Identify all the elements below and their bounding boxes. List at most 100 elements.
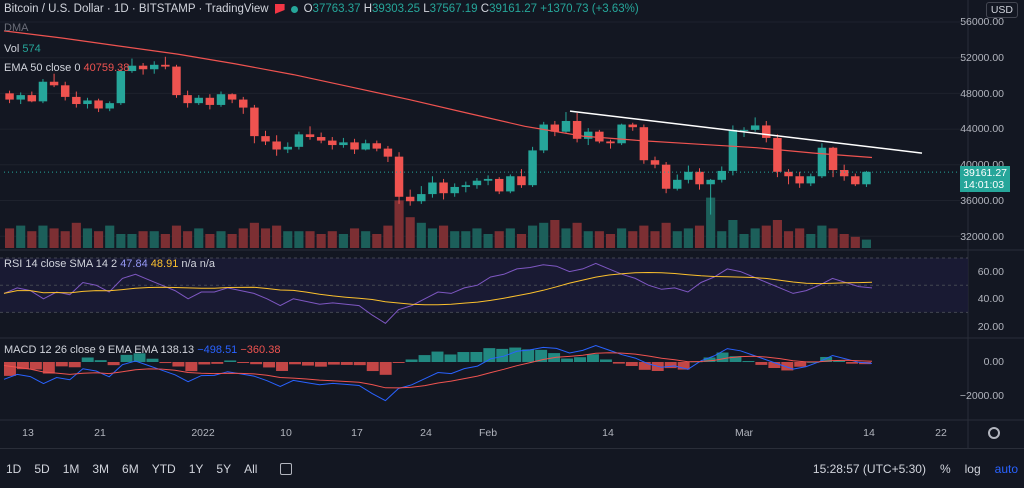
volume-bar (149, 231, 159, 248)
volume-bar (94, 231, 104, 248)
macd-histogram-bar (833, 360, 846, 362)
candle-body (483, 178, 493, 181)
candle-body (394, 156, 404, 197)
time-tick: 22 (935, 427, 947, 439)
volume-bar (82, 228, 93, 248)
candle-body (150, 64, 159, 70)
candle-body (194, 97, 203, 104)
volume-bar (783, 231, 794, 248)
volume-bar (171, 225, 182, 248)
percent-toggle[interactable]: % (939, 461, 951, 476)
macd-histogram-bar (574, 357, 586, 362)
range-all[interactable]: All (244, 461, 258, 476)
range-1m[interactable]: 1M (62, 461, 80, 476)
flag-icon[interactable] (274, 4, 285, 14)
macd-histogram-bar (509, 347, 522, 362)
chart-canvas[interactable] (0, 0, 1024, 448)
candle-body (739, 129, 749, 131)
ema-legend[interactable]: EMA 50 close 0 40759.38 (4, 62, 130, 74)
candle-body (639, 127, 649, 161)
macd-histogram-bar (107, 362, 120, 366)
candle-body (828, 147, 838, 171)
volume-bar (194, 228, 204, 248)
auto-toggle[interactable]: auto (994, 461, 1018, 476)
macd-signal-line (3, 352, 873, 389)
volume-bar (739, 234, 749, 248)
currency-selector[interactable]: USD (985, 2, 1018, 18)
candle-body (851, 176, 860, 185)
log-toggle[interactable]: log (964, 461, 981, 476)
macd-histogram-bar (716, 352, 729, 362)
candle-body (405, 196, 415, 202)
rsi-legend[interactable]: RSI 14 close SMA 14 2 47.84 48.91 n/a n/… (4, 258, 216, 270)
candle-body (450, 186, 459, 194)
volume-bar (850, 236, 860, 248)
clock-time[interactable]: 15:28:57 (UTC+5:30) (812, 461, 926, 476)
candle-body (517, 176, 526, 186)
range-1y[interactable]: 1Y (188, 461, 204, 476)
macd-histogram-bar (16, 362, 29, 370)
candle-body (717, 170, 726, 180)
settings-gear-icon[interactable] (988, 427, 1000, 439)
macd-histogram-bar (55, 362, 68, 367)
volume-bar (416, 222, 426, 248)
volume-bar (461, 231, 471, 248)
macd-histogram-bar (444, 354, 457, 362)
volume-bar (528, 225, 538, 248)
volume-bar (260, 228, 271, 248)
macd-histogram-bar (250, 362, 263, 365)
volume-legend[interactable]: Vol 574 (4, 43, 41, 55)
symbol-title[interactable]: Bitcoin / U.S. Dollar · 1D · BITSTAMP · … (4, 3, 269, 15)
macd-histogram-bar (405, 359, 418, 362)
volume-bar (71, 222, 81, 248)
macd-histogram-bar (4, 362, 16, 376)
volume-bar (27, 231, 37, 248)
macd-histogram-bar (470, 351, 483, 362)
candle-body (695, 171, 704, 185)
macd-histogram-bar (42, 362, 55, 374)
volume-bar (561, 228, 571, 248)
macd-histogram-bar (483, 348, 496, 362)
candle-body (216, 94, 226, 105)
volume-bar (249, 222, 259, 248)
candle-body (550, 124, 560, 132)
range-6m[interactable]: 6M (122, 461, 139, 476)
candle-body (628, 124, 637, 128)
macd-histogram-bar (742, 361, 755, 363)
macd-histogram-bar (599, 359, 612, 362)
candle-body (116, 71, 126, 104)
volume-bar (516, 234, 527, 248)
candle-body (506, 176, 515, 192)
volume-bar (338, 234, 348, 248)
market-status-icon (290, 5, 298, 13)
candle-body (83, 100, 92, 105)
volume-bar (183, 231, 193, 248)
date-range-icon[interactable] (280, 462, 293, 475)
candle-body (383, 148, 393, 157)
range-5d[interactable]: 5D (34, 461, 50, 476)
volume-bar (483, 234, 493, 248)
volume-bar (694, 225, 705, 248)
volume-bar (427, 228, 437, 248)
bottom-toolbar: 1D 5D 1M 3M 6M YTD 1Y 5Y All 15:28:57 (U… (0, 448, 1024, 488)
range-5y[interactable]: 5Y (216, 461, 232, 476)
macd-legend[interactable]: MACD 12 26 close 9 EMA EMA 138.13 −498.5… (4, 344, 281, 356)
candle-body (572, 120, 582, 139)
range-ytd[interactable]: YTD (151, 461, 176, 476)
range-1d[interactable]: 1D (6, 461, 22, 476)
candle-body (673, 179, 682, 189)
dma-legend[interactable]: DMA (4, 22, 29, 34)
volume-bar (238, 228, 248, 248)
macd-histogram-bar (366, 362, 379, 372)
ema50-line (3, 30, 873, 159)
volume-bar (160, 234, 170, 248)
candle-body (239, 99, 248, 108)
range-3m[interactable]: 3M (92, 461, 110, 476)
macd-histogram-bar (586, 354, 599, 362)
volume-bar (216, 231, 226, 248)
candle-body (584, 131, 593, 139)
volume-bar (205, 234, 215, 248)
macd-histogram-bar (172, 362, 185, 367)
macd-histogram-bar (820, 356, 833, 362)
last-price-tag: 39161.27 14:01:03 (960, 166, 1010, 192)
